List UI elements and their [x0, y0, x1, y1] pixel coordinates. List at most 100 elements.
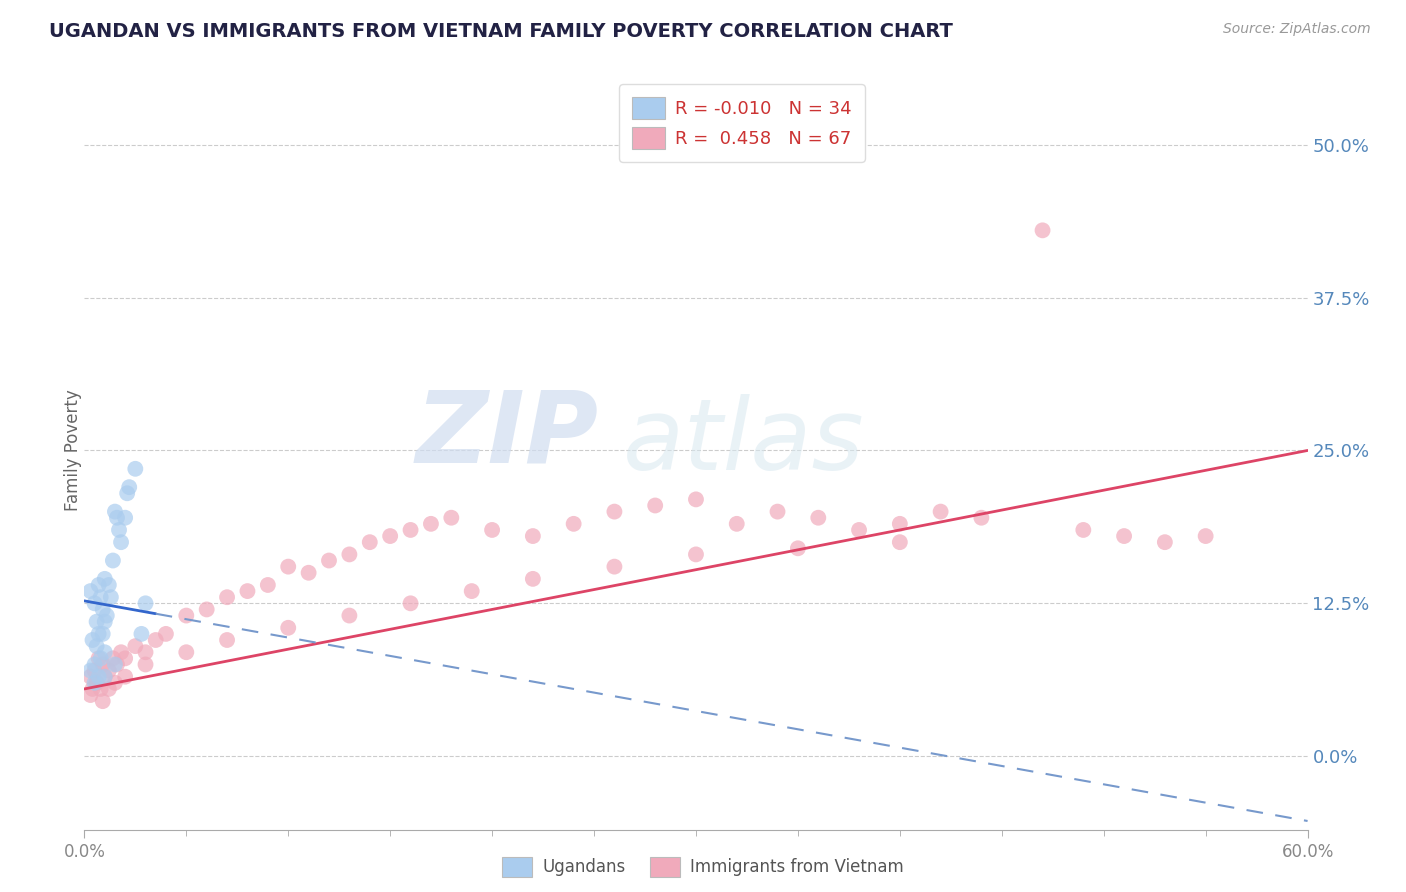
Point	[339, 548, 361, 562]
Point	[86, 615, 108, 629]
Point	[217, 591, 239, 605]
Point	[83, 675, 105, 690]
Text: Source: ZipAtlas.com: Source: ZipAtlas.com	[1223, 22, 1371, 37]
Point	[217, 633, 239, 648]
Point	[91, 602, 114, 616]
Point	[155, 627, 177, 641]
Point	[440, 510, 463, 524]
Point	[380, 529, 402, 543]
Point	[87, 627, 110, 641]
Point	[970, 510, 993, 524]
Point	[118, 480, 141, 494]
Point	[1114, 529, 1136, 543]
Text: ZIP: ZIP	[415, 387, 598, 483]
Point	[766, 505, 789, 519]
Point	[86, 675, 108, 690]
Point	[644, 499, 666, 513]
Point	[481, 523, 503, 537]
Point	[93, 615, 115, 629]
Point	[124, 462, 146, 476]
Point	[79, 584, 101, 599]
Point	[318, 553, 340, 567]
Point	[685, 492, 707, 507]
Point	[115, 486, 138, 500]
Point	[131, 627, 153, 641]
Point	[339, 608, 361, 623]
Point	[257, 578, 280, 592]
Point	[87, 670, 110, 684]
Point	[114, 510, 136, 524]
Point	[97, 578, 120, 592]
Point	[461, 584, 484, 599]
Point	[101, 651, 124, 665]
Point	[108, 523, 131, 537]
Point	[848, 523, 870, 537]
Point	[93, 645, 115, 659]
Point	[86, 639, 108, 653]
Point	[195, 602, 218, 616]
Point	[100, 591, 122, 605]
Point	[86, 675, 108, 690]
Point	[79, 670, 101, 684]
Point	[83, 596, 105, 610]
Point	[91, 627, 114, 641]
Point	[87, 578, 110, 592]
Point	[562, 516, 585, 531]
Point	[93, 572, 115, 586]
Point	[135, 645, 157, 659]
Point	[787, 541, 810, 556]
Point	[90, 681, 112, 696]
Point	[79, 688, 101, 702]
Point	[725, 516, 748, 531]
Point	[101, 553, 124, 567]
Point	[124, 639, 146, 653]
Point	[110, 645, 132, 659]
Point	[522, 572, 544, 586]
Point	[79, 664, 101, 678]
Point	[1073, 523, 1095, 537]
Point	[399, 523, 422, 537]
Point	[889, 535, 911, 549]
Point	[685, 548, 707, 562]
Point	[91, 657, 114, 672]
Point	[420, 516, 443, 531]
Point	[1032, 223, 1054, 237]
Point	[90, 651, 112, 665]
Point	[807, 510, 830, 524]
Point	[83, 664, 105, 678]
Point	[1195, 529, 1218, 543]
Point	[929, 505, 952, 519]
Point	[97, 681, 120, 696]
Point	[603, 505, 626, 519]
Point	[145, 633, 167, 648]
Point	[277, 559, 299, 574]
Point	[105, 510, 128, 524]
Point	[83, 657, 105, 672]
Point	[603, 559, 626, 574]
Point	[522, 529, 544, 543]
Point	[359, 535, 381, 549]
Point	[236, 584, 259, 599]
Point	[87, 651, 110, 665]
Point	[174, 645, 197, 659]
Point	[399, 596, 422, 610]
Text: UGANDAN VS IMMIGRANTS FROM VIETNAM FAMILY POVERTY CORRELATION CHART: UGANDAN VS IMMIGRANTS FROM VIETNAM FAMIL…	[49, 22, 953, 41]
Legend: Ugandans, Immigrants from Vietnam: Ugandans, Immigrants from Vietnam	[495, 850, 911, 884]
Point	[105, 657, 128, 672]
Point	[114, 651, 136, 665]
Point	[91, 694, 114, 708]
Point	[97, 664, 120, 678]
Point	[114, 670, 136, 684]
Point	[277, 621, 299, 635]
Point	[135, 596, 157, 610]
Point	[104, 505, 127, 519]
Point	[90, 591, 112, 605]
Point	[96, 608, 118, 623]
Point	[82, 681, 104, 696]
Point	[104, 657, 127, 672]
Legend: R = -0.010   N = 34, R =  0.458   N = 67: R = -0.010 N = 34, R = 0.458 N = 67	[620, 84, 865, 161]
Point	[135, 657, 157, 672]
Point	[889, 516, 911, 531]
Point	[104, 675, 127, 690]
Point	[82, 633, 104, 648]
